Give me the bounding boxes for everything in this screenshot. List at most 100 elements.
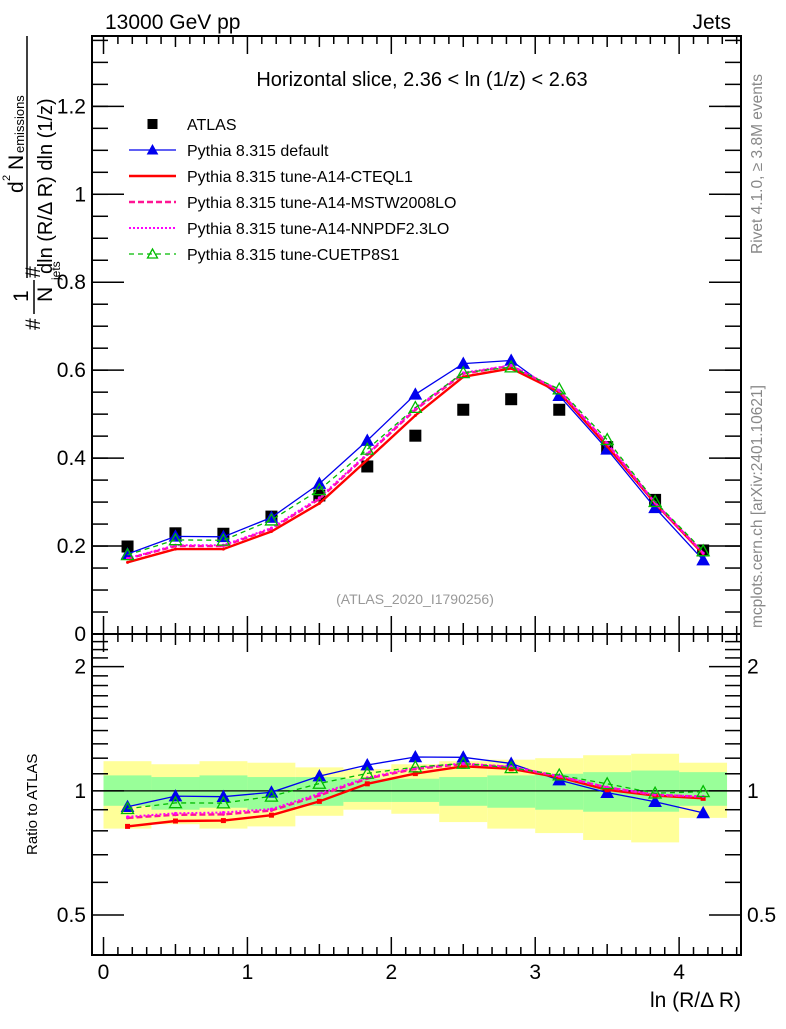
main-point-pythia-8-315-tune-a14-nnpdf2-3lo-9: [557, 388, 561, 392]
ratio-axes-box: [91, 633, 742, 956]
ratio-point-pythia-8-315-default-12: [696, 805, 711, 819]
legend-label-pythia-8-315-tune-cuetp8s1: Pythia 8.315 tune-CUETP8S1: [187, 247, 400, 264]
ratio-point-pythia-8-315-tune-a14-nnpdf2-3lo-0: [126, 815, 130, 819]
main-y-tick-label: 0.6: [57, 359, 86, 382]
main-point-pythia-8-315-tune-a14-cteql1-6: [413, 413, 417, 417]
header-energy-label: 13000 GeV pp: [105, 11, 240, 34]
main-point-pythia-8-315-tune-a14-cteql1-5: [365, 458, 369, 462]
main-point-pythia-8-315-tune-cuetp8s1-9: [552, 381, 567, 395]
ylabel-one: 1: [10, 290, 33, 302]
legend-marker-atlas: [147, 119, 158, 129]
ratio-point-pythia-8-315-tune-a14-cteql1-3: [268, 812, 274, 818]
x-tick-label: 3: [529, 961, 541, 984]
ratio-point-pythia-8-315-tune-a14-nnpdf2-3lo-1: [173, 811, 177, 815]
ratio-point-pythia-8-315-tune-a14-cteql1-7: [460, 763, 466, 769]
main-y-tick-label: 1: [74, 183, 86, 206]
x-tick-label: 1: [242, 961, 254, 984]
main-point-pythia-8-315-default-12: [696, 553, 711, 566]
main-point-pythia-8-315-tune-a14-nnpdf2-3lo-3: [269, 526, 273, 530]
ratio-y-tick-label-right: 2: [747, 656, 759, 679]
legend-marker-pythia-8-315-tune-cuetp8s1: [146, 247, 159, 259]
main-y-tick-label: 0.2: [57, 535, 86, 558]
ratio-point-pythia-8-315-tune-a14-nnpdf2-3lo-2: [221, 811, 225, 815]
main-plot-marks: [120, 353, 711, 566]
main-point-pythia-8-315-tune-a14-nnpdf2-3lo-4: [317, 496, 321, 500]
ratio-point-pythia-8-315-tune-cuetp8s1-3: [264, 788, 279, 802]
ratio-point-pythia-8-315-tune-cuetp8s1-2: [216, 795, 231, 809]
ratio-point-pythia-8-315-tune-cuetp8s1-8: [504, 760, 519, 774]
main-y-tick-label: 0: [74, 623, 86, 646]
ylabel-denominator: dln (R/Δ R) dln (1/z): [35, 98, 57, 274]
main-y-tick-label: 1.2: [57, 95, 86, 118]
ratio-point-pythia-8-315-tune-a14-cteql1-4: [316, 798, 322, 804]
x-axis-label: ln (R/Δ R): [650, 989, 741, 1012]
ratio-point-pythia-8-315-tune-a14-cteql1-0: [125, 823, 131, 829]
main-y-tick-label: 0.8: [57, 271, 86, 294]
main-atlas-point-0: [121, 540, 134, 553]
main-point-pythia-8-315-tune-a14-cteql1-0: [126, 560, 130, 564]
rivet-version-label: Rivet 4.1.0, ≥ 3.8M events: [749, 74, 766, 254]
main-atlas-point-8: [505, 393, 518, 406]
ratio-point-pythia-8-315-tune-cuetp8s1-1: [168, 795, 183, 809]
main-plot-area: [92, 36, 741, 634]
legend-label-pythia-8-315-tune-a14-cteql1: Pythia 8.315 tune-A14-CTEQL1: [187, 169, 413, 186]
main-point-pythia-8-315-tune-cuetp8s1-8: [504, 359, 519, 373]
legend-label-pythia-8-315-tune-a14-nnpdf2-3lo: Pythia 8.315 tune-A14-NNPDF2.3LO: [187, 221, 449, 238]
main-y-axis-label: # 1 N jets # d 2 N emissions dln (R/Δ R)…: [1, 36, 63, 330]
ratio-y-tick-label-right: 1: [747, 780, 759, 803]
legend-marker-pythia-8-315-default: [146, 143, 159, 155]
header-process-label: Jets: [692, 11, 731, 34]
main-panel: [92, 36, 741, 634]
legend: ATLAS Pythia 8.315 default Pythia 8.315 tu…: [129, 117, 456, 264]
main-atlas-point-11: [649, 493, 662, 506]
ratio-point-pythia-8-315-tune-cuetp8s1-9: [552, 767, 567, 781]
ratio-point-pythia-8-315-tune-cuetp8s1-11: [647, 785, 663, 799]
ratio-panel-frame: 0.5 0.5 1 1 2 2 0 1 2 3 4: [57, 633, 776, 984]
main-point-pythia-8-315-tune-a14-nnpdf2-3lo-12: [701, 551, 705, 555]
ratio-point-pythia-8-315-tune-cuetp8s1-7: [456, 756, 471, 769]
ratio-point-pythia-8-315-tune-a14-nnpdf2-3lo-3: [269, 807, 273, 811]
main-point-pythia-8-315-tune-cuetp8s1-3: [264, 512, 279, 526]
main-point-pythia-8-315-tune-cuetp8s1-6: [408, 400, 423, 414]
main-point-pythia-8-315-tune-cuetp8s1-2: [216, 533, 231, 546]
ratio-point-pythia-8-315-tune-a14-nnpdf2-3lo-10: [605, 785, 609, 789]
legend-label-atlas: ATLAS: [187, 117, 237, 134]
ratio-point-pythia-8-315-tune-cuetp8s1-4: [312, 776, 327, 789]
ratio-plot-marks: [120, 749, 711, 829]
ratio-point-pythia-8-315-default-1: [168, 789, 183, 802]
ratio-point-pythia-8-315-tune-a14-cteql1-5: [364, 781, 370, 787]
main-atlas-point-9: [553, 403, 566, 416]
ratio-point-pythia-8-315-tune-a14-cteql1-8: [508, 766, 514, 772]
main-point-pythia-8-315-default-7: [456, 356, 471, 369]
ratio-inner-band-8: [487, 775, 536, 808]
main-point-pythia-8-315-default-5: [360, 433, 375, 446]
ylabel-njets-N: N: [34, 287, 57, 302]
ratio-point-pythia-8-315-default-4: [312, 769, 327, 782]
main-point-pythia-8-315-tune-a14-cteql1-1: [173, 547, 177, 551]
ratio-line-pythia-8-315-tune-cuetp8s1: [127, 762, 704, 810]
legend-label-pythia-8-315-default: Pythia 8.315 default: [187, 143, 329, 160]
ylabel-num-N: N: [5, 155, 28, 170]
main-point-pythia-8-315-default-6: [408, 387, 423, 400]
ylabel-njets-sub: jets: [49, 261, 63, 281]
ylabel-num-sup: 2: [1, 175, 13, 181]
ratio-point-pythia-8-315-tune-a14-nnpdf2-3lo-7: [461, 761, 465, 765]
mcplots-credit-label: mcplots.cern.ch [arXiv:2401.10621]: [749, 385, 766, 628]
main-atlas-point-7: [457, 403, 470, 416]
ratio-y-tick-label: 2: [74, 656, 86, 679]
ratio-point-pythia-8-315-tune-a14-cteql1-10: [604, 787, 610, 793]
ratio-point-pythia-8-315-tune-a14-cteql1-12: [700, 795, 706, 801]
main-point-pythia-8-315-tune-cuetp8s1-5: [360, 441, 375, 455]
ylabel-num-d: d: [5, 181, 28, 193]
ylabel-hash-1: #: [22, 318, 45, 330]
main-point-pythia-8-315-tune-a14-cteql1-3: [269, 530, 273, 534]
ratio-point-pythia-8-315-tune-a14-cteql1-1: [172, 818, 178, 824]
main-atlas-point-4: [313, 489, 326, 502]
main-point-pythia-8-315-tune-a14-cteql1-4: [317, 501, 321, 505]
ratio-y-tick-label: 1: [74, 780, 86, 803]
main-atlas-point-6: [409, 429, 422, 442]
ratio-point-pythia-8-315-tune-cuetp8s1-12: [696, 784, 711, 798]
ratio-point-pythia-8-315-tune-a14-cteql1-6: [412, 771, 418, 777]
